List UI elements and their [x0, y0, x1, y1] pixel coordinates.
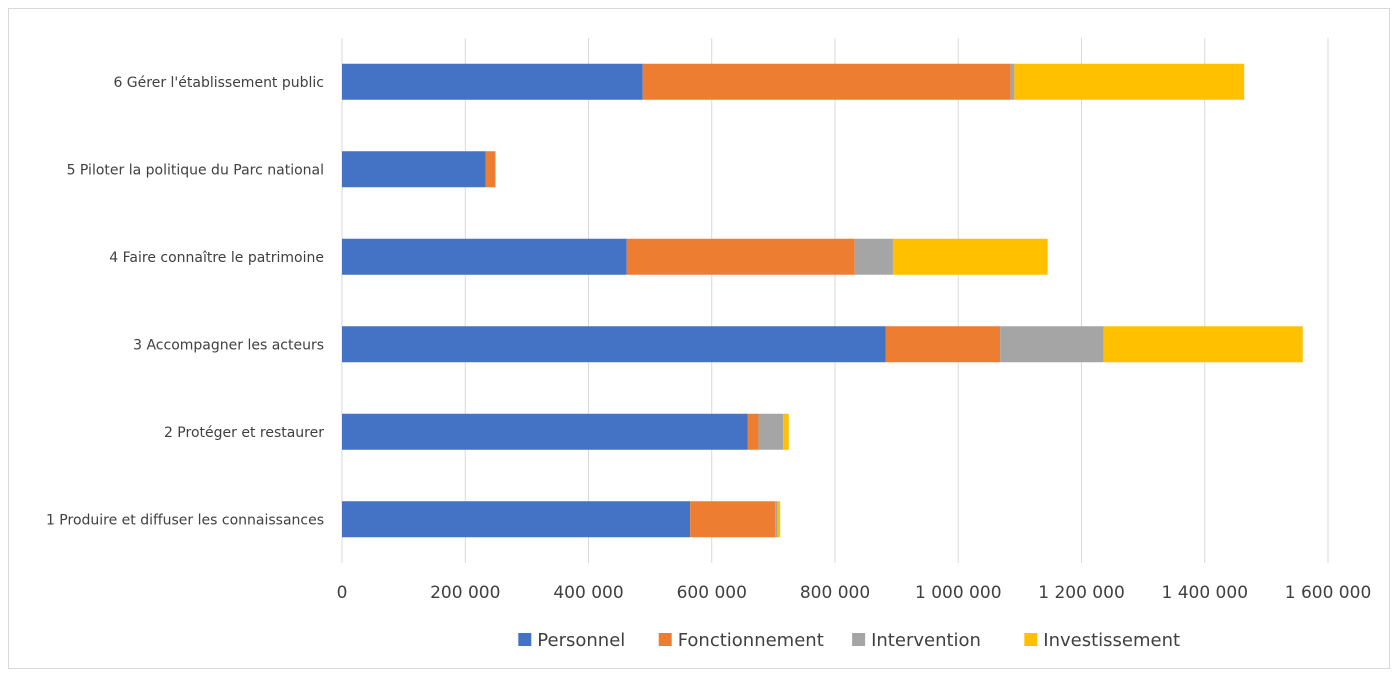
category-label: 1 Produire et diffuser les connaissances — [46, 512, 324, 528]
x-tick-label: 1 200 000 — [1038, 583, 1125, 603]
x-tick-labels: 0 200 000 400 000 600 000 800 000 1 000 000 1 … — [337, 583, 1372, 603]
bar-segment-fonctionnement — [642, 63, 1011, 100]
bar-segment-investissement — [777, 501, 781, 538]
legend-swatch-investissement — [1024, 633, 1038, 646]
bar-segment-fonctionnement — [747, 413, 759, 450]
category-labels: 1 Produire et diffuser les connaissances… — [46, 75, 324, 529]
category-label: 5 Piloter la politique du Parc national — [67, 162, 324, 178]
legend-label-investissement: Investissement — [1043, 630, 1180, 651]
bar-segment-personnel — [342, 413, 748, 450]
legend-label-fonctionnement: Fonctionnement — [678, 630, 824, 651]
bar-segment-fonctionnement — [885, 326, 1001, 363]
category-label: 2 Protéger et restaurer — [164, 425, 324, 441]
bar-segment-intervention — [1000, 326, 1104, 363]
legend-swatch-personnel — [518, 633, 532, 646]
category-label: 3 Accompagner les acteurs — [133, 337, 324, 353]
x-tick-label: 600 000 — [677, 583, 747, 603]
chart-frame — [8, 8, 1390, 669]
x-tick-label: 800 000 — [800, 583, 870, 603]
bar-segment-personnel — [342, 501, 691, 538]
x-tick-label: 1 400 000 — [1161, 583, 1248, 603]
bar-segment-intervention — [854, 238, 893, 275]
bar-segment-intervention — [758, 413, 784, 450]
bar-segment-investissement — [1014, 63, 1245, 100]
bar-segment-investissement — [1103, 326, 1303, 363]
category-label: 6 Gérer l'établissement public — [113, 75, 324, 91]
bar-segment-personnel — [342, 151, 486, 188]
x-tick-label: 1 000 000 — [915, 583, 1002, 603]
bar-segment-personnel — [342, 326, 886, 363]
x-tick-label: 1 600 000 — [1285, 583, 1372, 603]
x-tick-label: 200 000 — [430, 583, 500, 603]
bar-segment-personnel — [342, 238, 627, 275]
legend-label-personnel: Personnel — [537, 630, 625, 651]
bar-segment-fonctionnement — [626, 238, 855, 275]
gridlines — [341, 38, 1329, 563]
legend-swatch-fonctionnement — [658, 633, 672, 646]
legend-swatch-intervention — [852, 633, 866, 646]
legend: Personnel Fonctionnement Intervention Inves… — [518, 630, 1180, 651]
bar-segment-investissement — [783, 413, 789, 450]
bars — [342, 63, 1303, 538]
bar-segment-fonctionnement — [485, 151, 496, 188]
x-tick-label: 400 000 — [553, 583, 623, 603]
x-tick-label: 0 — [337, 583, 348, 603]
bar-segment-intervention — [1010, 63, 1015, 100]
bar-segment-investissement — [892, 238, 1048, 275]
bar-segment-personnel — [342, 63, 643, 100]
bar-segment-intervention — [775, 501, 778, 538]
category-label: 4 Faire connaître le patrimoine — [109, 250, 324, 266]
legend-label-intervention: Intervention — [871, 630, 981, 651]
bar-segment-fonctionnement — [690, 501, 776, 538]
